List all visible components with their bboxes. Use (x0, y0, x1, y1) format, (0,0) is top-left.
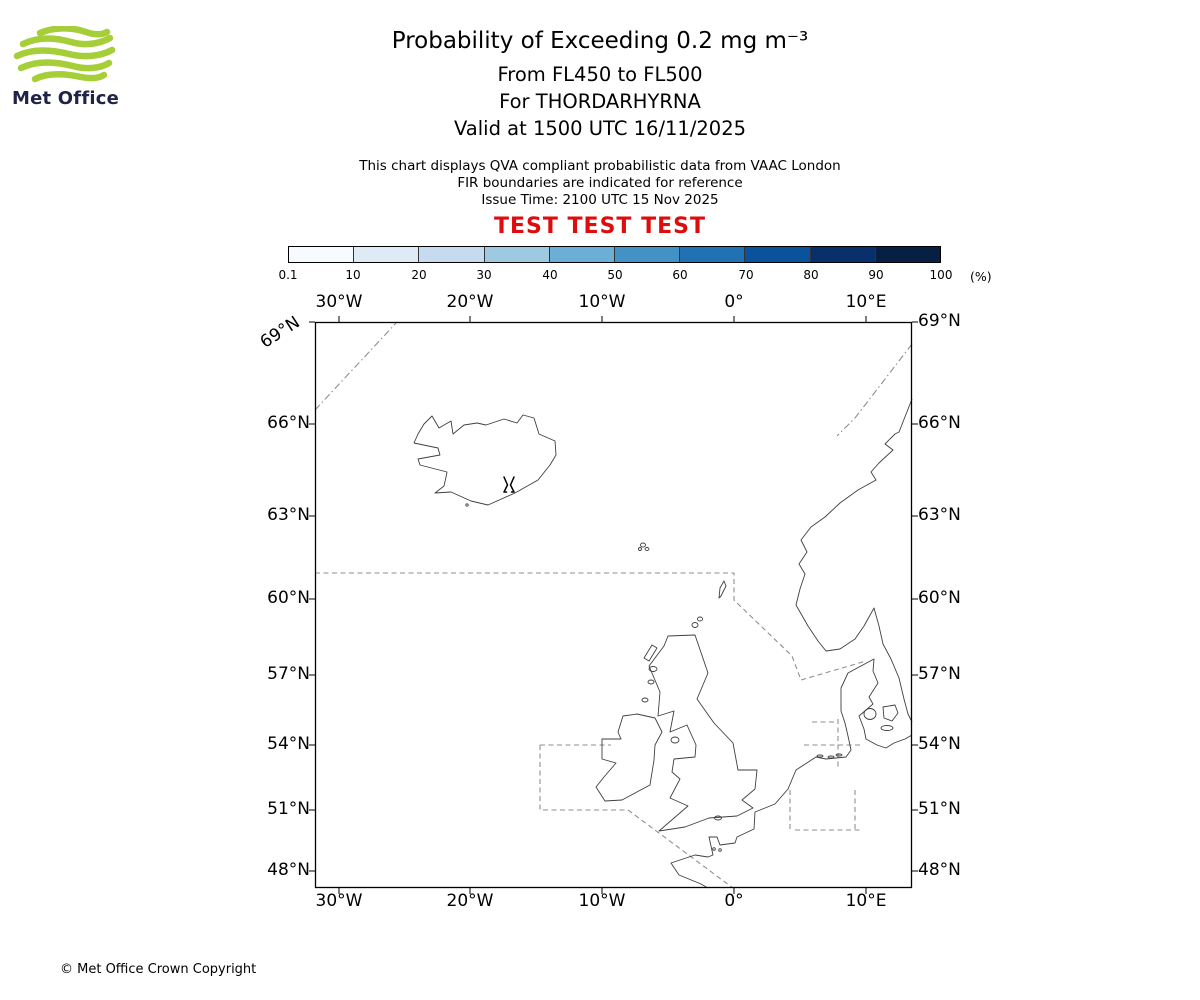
colorbar-tick: 80 (803, 268, 819, 282)
lat-label-left: 54°N (267, 734, 310, 754)
colorbar-tick: 50 (607, 268, 623, 282)
coastline-ireland (595, 713, 663, 802)
volcano-marker-icon (503, 476, 515, 493)
colorbar-tick: 40 (542, 268, 558, 282)
volcano-subtitle: For THORDARHYRNA (499, 90, 701, 113)
lon-label-top: 0° (724, 292, 744, 312)
lon-label-top: 20°W (446, 292, 494, 312)
colorbar-tick: 90 (868, 268, 884, 282)
coastline-continental-europe (670, 658, 913, 889)
logo-wordmark: Met Office (12, 88, 120, 109)
colorbar-tick: 70 (738, 268, 754, 282)
lat-label-left: 69°N (256, 312, 304, 353)
colorbar-tick: 20 (411, 268, 427, 282)
coastline-great-britain (648, 634, 758, 832)
lon-label-bottom: 0° (724, 891, 744, 911)
lon-label-top: 30°W (315, 292, 363, 312)
map-frame (314, 321, 913, 889)
lat-label-right: 63°N (918, 505, 961, 525)
lat-label-right: 51°N (918, 799, 961, 819)
fir-boundaries (314, 321, 913, 889)
lat-label-left: 51°N (267, 799, 310, 819)
valid-time-subtitle: Valid at 1500 UTC 16/11/2025 (453, 117, 747, 140)
colorbar-tick: 100 (929, 268, 953, 282)
colorbar-tick: 60 (672, 268, 688, 282)
map-area (309, 316, 918, 894)
coastline-scandinavia (795, 398, 913, 723)
lon-label-top: 10°E (845, 292, 887, 312)
lat-label-right: 66°N (918, 413, 961, 433)
lon-label-bottom: 20°W (446, 891, 494, 911)
lat-label-left: 66°N (267, 413, 310, 433)
colorbar-unit: (%) (970, 269, 992, 284)
lat-label-right: 54°N (918, 734, 961, 754)
fir-info-line: FIR boundaries are indicated for referen… (457, 175, 743, 191)
lon-label-top: 10°W (578, 292, 626, 312)
colorbar-tick: 0.1 (278, 268, 298, 282)
lat-label-left: 63°N (267, 505, 310, 525)
tick-marks (309, 316, 918, 894)
coastline-iceland (413, 414, 557, 506)
lat-label-right: 48°N (918, 860, 961, 880)
flight-level-subtitle: From FL450 to FL500 (497, 63, 703, 86)
lat-label-right: 69°N (918, 311, 961, 331)
qva-info-line: This chart displays QVA compliant probab… (359, 158, 841, 174)
lat-label-right: 57°N (918, 664, 961, 684)
colorbar-tick: 10 (345, 268, 361, 282)
colorbar-tick: 30 (476, 268, 492, 282)
lat-label-left: 48°N (267, 860, 310, 880)
colorbar-segments (288, 246, 941, 263)
lon-label-bottom: 10°W (578, 891, 626, 911)
met-office-logo: Met Office (12, 25, 122, 116)
lat-label-right: 60°N (918, 588, 961, 608)
lon-label-bottom: 30°W (315, 891, 363, 911)
issue-time-line: Issue Time: 2100 UTC 15 Nov 2025 (481, 192, 719, 208)
logo-waves-icon (13, 25, 116, 83)
map-canvas (309, 316, 918, 894)
copyright-notice: © Met Office Crown Copyright (60, 962, 257, 977)
lat-label-left: 60°N (267, 588, 310, 608)
islands (465, 503, 899, 852)
lat-label-left: 57°N (267, 664, 310, 684)
chart-title: Probability of Exceeding 0.2 mg m⁻³ (391, 28, 809, 54)
test-banner: TEST TEST TEST (494, 214, 706, 239)
lon-label-bottom: 10°E (845, 891, 887, 911)
